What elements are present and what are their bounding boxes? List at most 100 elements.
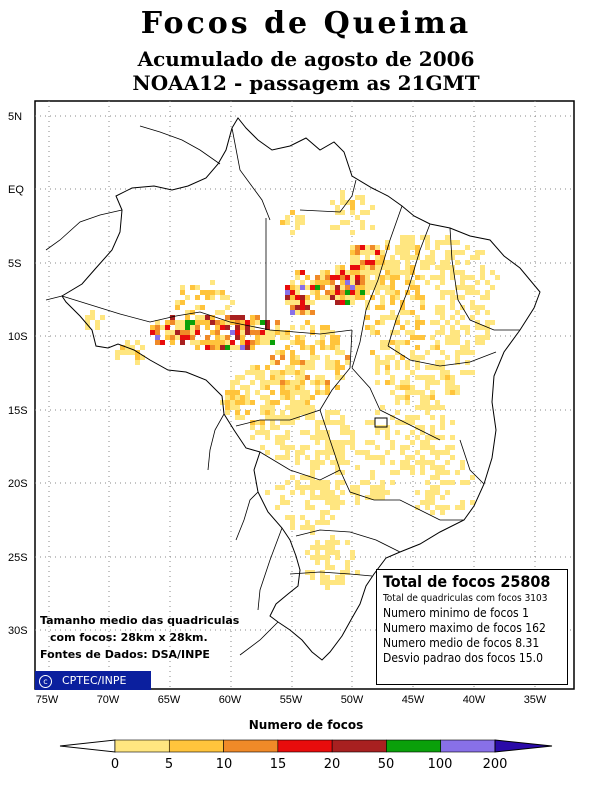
fire-cell	[285, 395, 290, 400]
fire-cell	[330, 275, 335, 280]
fire-cell	[330, 410, 335, 415]
fire-cell	[130, 345, 135, 350]
fire-cell	[380, 305, 385, 310]
fire-cell	[300, 515, 305, 520]
fire-cell	[350, 210, 355, 215]
fire-cell	[400, 310, 405, 315]
fire-cell	[320, 325, 325, 330]
fire-cell	[310, 280, 315, 285]
fire-cell	[210, 345, 215, 350]
fire-cell	[315, 450, 320, 455]
fire-cell	[330, 545, 335, 550]
fire-cell	[270, 360, 275, 365]
fire-cell	[395, 395, 400, 400]
fire-cell	[180, 340, 185, 345]
fire-cell	[165, 330, 170, 335]
fire-cell	[225, 315, 230, 320]
fire-cell	[325, 520, 330, 525]
fire-cell	[345, 275, 350, 280]
fire-cell	[310, 325, 315, 330]
fire-cell	[460, 500, 465, 505]
fire-cell	[310, 365, 315, 370]
fire-cell	[335, 580, 340, 585]
fire-cell	[325, 280, 330, 285]
fire-cell	[360, 480, 365, 485]
fire-cell	[480, 325, 485, 330]
fire-cell	[435, 360, 440, 365]
data-source: Fontes de Dados: DSA/INPE	[40, 648, 210, 661]
fire-cell	[320, 330, 325, 335]
fire-cell	[385, 365, 390, 370]
fire-cell	[310, 555, 315, 560]
fire-cell	[315, 485, 320, 490]
fire-cell	[420, 405, 425, 410]
fire-cell	[320, 460, 325, 465]
fire-cell	[390, 255, 395, 260]
fire-cell	[290, 365, 295, 370]
fire-cell	[385, 380, 390, 385]
fire-cell	[300, 380, 305, 385]
fire-cell	[225, 305, 230, 310]
fire-cell	[395, 420, 400, 425]
fire-cell	[425, 365, 430, 370]
fire-cell	[290, 400, 295, 405]
fire-cell	[415, 365, 420, 370]
fire-cell	[435, 345, 440, 350]
fire-cell	[365, 265, 370, 270]
fire-cell	[205, 325, 210, 330]
fire-cell	[370, 495, 375, 500]
fire-cell	[210, 330, 215, 335]
fire-cell	[290, 420, 295, 425]
fire-cell	[300, 395, 305, 400]
fire-cell	[360, 245, 365, 250]
fire-cell	[490, 320, 495, 325]
fire-cell	[405, 245, 410, 250]
fire-cell	[325, 345, 330, 350]
fire-cell	[405, 235, 410, 240]
fire-cell	[250, 340, 255, 345]
fire-cell	[405, 340, 410, 345]
fire-cell	[305, 445, 310, 450]
fire-cell	[425, 440, 430, 445]
fire-cell	[320, 345, 325, 350]
fire-cell	[125, 340, 130, 345]
fire-cell	[255, 365, 260, 370]
fire-cell	[155, 330, 160, 335]
fire-cell	[405, 250, 410, 255]
fire-cell	[280, 445, 285, 450]
fire-cell	[275, 380, 280, 385]
fire-cell	[400, 255, 405, 260]
fire-cell	[420, 445, 425, 450]
fire-cell	[275, 505, 280, 510]
fire-cell	[270, 415, 275, 420]
fire-cell	[260, 425, 265, 430]
fire-cell	[370, 330, 375, 335]
fire-cell	[445, 250, 450, 255]
fire-cell	[355, 280, 360, 285]
fire-cell	[370, 440, 375, 445]
fire-cell	[460, 345, 465, 350]
fire-cell	[360, 260, 365, 265]
fire-cell	[295, 385, 300, 390]
fire-cell	[345, 295, 350, 300]
fire-cell	[405, 270, 410, 275]
fire-cell	[215, 320, 220, 325]
fire-cell	[155, 325, 160, 330]
fire-cell	[335, 300, 340, 305]
fire-cell	[380, 255, 385, 260]
fire-cell	[300, 305, 305, 310]
fire-cell	[300, 335, 305, 340]
fire-cell	[320, 580, 325, 585]
fire-cell	[425, 280, 430, 285]
fire-cell	[345, 540, 350, 545]
fire-cell	[365, 420, 370, 425]
fire-cell	[425, 380, 430, 385]
fire-cell	[285, 345, 290, 350]
fire-cell	[310, 300, 315, 305]
fire-cell	[280, 500, 285, 505]
fire-cell	[315, 540, 320, 545]
fire-cell	[330, 280, 335, 285]
fire-cell	[435, 265, 440, 270]
fire-cell	[320, 280, 325, 285]
fire-cell	[245, 325, 250, 330]
